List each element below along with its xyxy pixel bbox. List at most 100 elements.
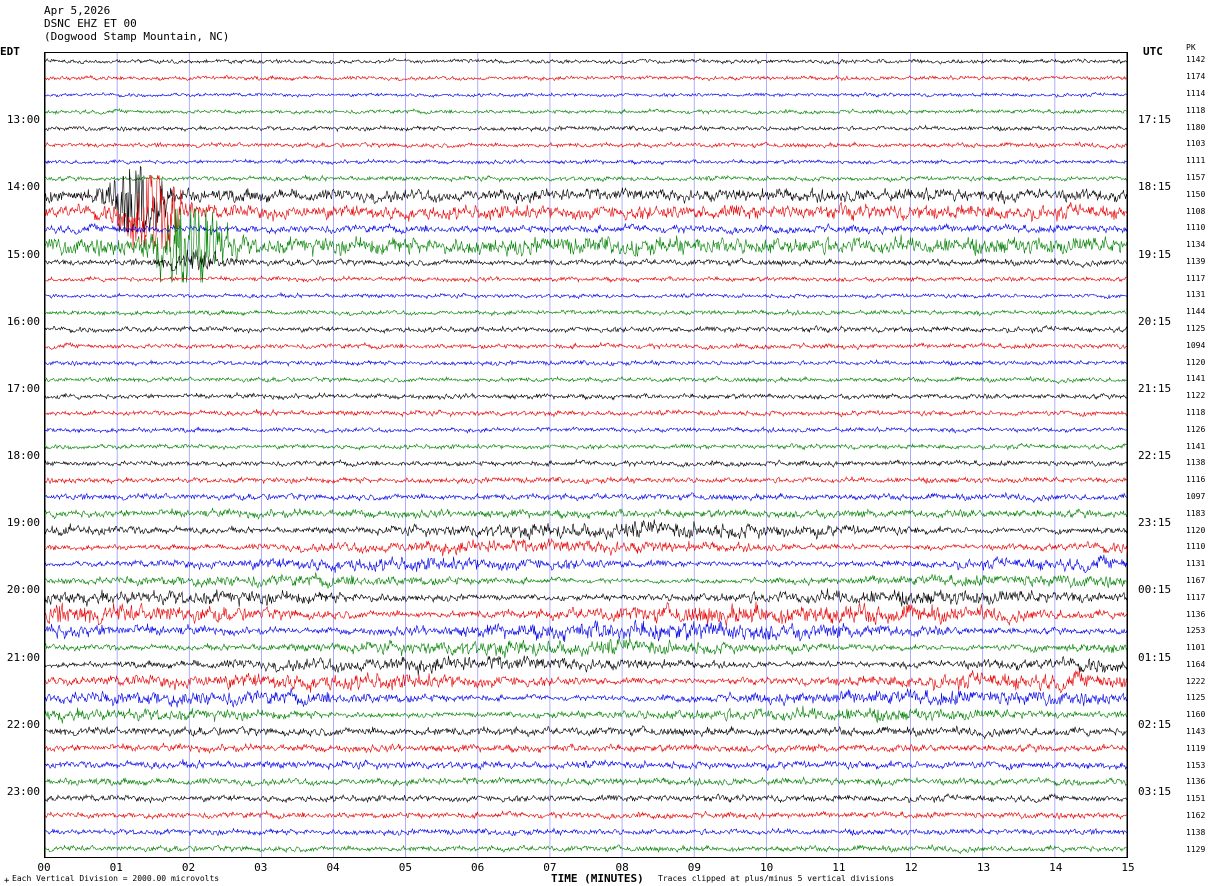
left-time-label: 16:00	[6, 314, 40, 328]
x-axis-title: TIME (MINUTES)	[551, 872, 644, 885]
grid-lines	[45, 53, 1127, 857]
peak-value: 1131	[1186, 559, 1206, 569]
peak-value: 1111	[1186, 156, 1206, 166]
left-time-label: 18:00	[6, 449, 40, 462]
left-time-label: 23:00	[6, 784, 40, 798]
peak-value: 1141	[1186, 441, 1206, 451]
left-time-label: 13:00	[6, 113, 40, 127]
peak-value: 1125	[1186, 693, 1206, 703]
peak-value: 1129	[1186, 844, 1206, 854]
right-time-label: 20:15	[1138, 314, 1172, 328]
peak-value: 1160	[1186, 710, 1206, 720]
x-tick-label: 14	[1049, 861, 1063, 874]
x-tick-label: 09	[687, 861, 702, 874]
left-axis-label: EDT	[0, 45, 20, 58]
peak-value: 1122	[1186, 391, 1206, 401]
right-time-label: 01:15	[1138, 650, 1172, 664]
scale-note: Each Vertical Division = 2000.00 microvo…	[12, 874, 220, 883]
peak-value: 1110	[1186, 223, 1206, 233]
x-tick-label: 06	[470, 861, 485, 874]
peak-value: 1118	[1186, 408, 1206, 418]
peak-value: 1119	[1186, 743, 1206, 753]
x-tick-label: 11	[832, 861, 846, 874]
x-tick-label: 08	[615, 861, 629, 874]
scale-arrow-icon: +	[4, 876, 10, 886]
peak-column-label: PK	[1186, 43, 1196, 52]
peak-value: 1151	[1186, 794, 1206, 804]
peak-value: 1157	[1186, 172, 1206, 182]
peak-value: 1120	[1186, 357, 1206, 367]
header-station: DSNC EHZ ET 00	[44, 17, 137, 30]
peak-value: 1103	[1186, 139, 1206, 149]
peak-value: 1094	[1186, 340, 1206, 350]
x-tick-label: 10	[760, 861, 774, 874]
x-tick-label: 03	[254, 861, 268, 874]
right-time-label: 22:15	[1138, 449, 1172, 462]
x-tick-label: 12	[904, 861, 918, 874]
peak-value: 1125	[1186, 324, 1206, 334]
peak-value: 1116	[1186, 475, 1206, 485]
peak-value: 1117	[1186, 273, 1206, 283]
seismogram-plot	[44, 52, 1128, 858]
right-time-label: 02:15	[1138, 717, 1172, 731]
x-tick-label: 07	[543, 861, 557, 874]
right-time-label: 21:15	[1138, 381, 1172, 395]
peak-value: 1136	[1186, 609, 1206, 619]
left-time-label: 20:00	[6, 583, 40, 597]
peak-value: 1138	[1186, 458, 1206, 468]
peak-value: 1164	[1186, 659, 1206, 669]
header-date: Apr 5,2026	[44, 4, 111, 17]
x-tick-label: 13	[976, 861, 991, 874]
x-tick-label: 01	[109, 861, 123, 874]
peak-value: 1167	[1186, 575, 1206, 585]
left-time-label: 21:00	[6, 650, 40, 664]
left-time-label: 14:00	[6, 180, 40, 194]
peak-value: 1162	[1186, 811, 1206, 821]
right-time-label: 00:15	[1138, 583, 1172, 597]
peak-value: 1141	[1186, 374, 1206, 384]
peak-value: 1139	[1186, 256, 1206, 266]
x-tick-label: 05	[398, 861, 412, 874]
peak-value: 1134	[1186, 240, 1206, 250]
peak-value: 1120	[1186, 525, 1206, 535]
peak-value: 1118	[1186, 105, 1206, 115]
peak-value: 1114	[1186, 88, 1206, 98]
peak-value: 1174	[1186, 72, 1206, 82]
peak-value: 1144	[1186, 307, 1206, 317]
peak-value: 1138	[1186, 827, 1206, 837]
right-time-label: 23:15	[1138, 516, 1172, 530]
left-time-label: 19:00	[6, 516, 40, 530]
peak-value: 1153	[1186, 760, 1206, 770]
peak-value: 1142	[1186, 55, 1206, 65]
peak-value: 1117	[1186, 592, 1206, 602]
right-axis-label: UTC	[1143, 45, 1163, 58]
left-time-label: 15:00	[6, 247, 40, 261]
peak-value: 1253	[1186, 626, 1206, 636]
clip-note: Traces clipped at plus/minus 5 vertical …	[658, 874, 895, 883]
x-tick-label: 02	[181, 861, 196, 874]
left-time-label: 22:00	[6, 717, 40, 731]
right-time-label: 19:15	[1138, 247, 1172, 261]
trace-lines	[45, 57, 1127, 855]
peak-value: 1183	[1186, 508, 1206, 518]
x-tick-label: 15	[1121, 861, 1135, 874]
peak-value: 1136	[1186, 777, 1206, 787]
peak-value: 1097	[1186, 491, 1206, 501]
peak-value: 1126	[1186, 424, 1206, 434]
right-time-label: 18:15	[1138, 180, 1172, 194]
peak-value: 1108	[1186, 206, 1206, 216]
header-site: (Dogwood Stamp Mountain, NC)	[44, 30, 230, 43]
right-time-label: 17:15	[1138, 113, 1172, 127]
peak-value: 1143	[1186, 727, 1206, 737]
peak-value: 1131	[1186, 290, 1206, 300]
peak-value: 1110	[1186, 542, 1206, 552]
peak-value: 1101	[1186, 643, 1206, 653]
peak-value: 1222	[1186, 676, 1206, 686]
peak-value: 1150	[1186, 189, 1206, 199]
x-tick-label: 04	[326, 861, 340, 874]
right-time-label: 03:15	[1138, 784, 1172, 798]
peak-value: 1180	[1186, 122, 1206, 132]
left-time-label: 17:00	[6, 381, 40, 395]
x-tick-label: 00	[37, 861, 51, 874]
